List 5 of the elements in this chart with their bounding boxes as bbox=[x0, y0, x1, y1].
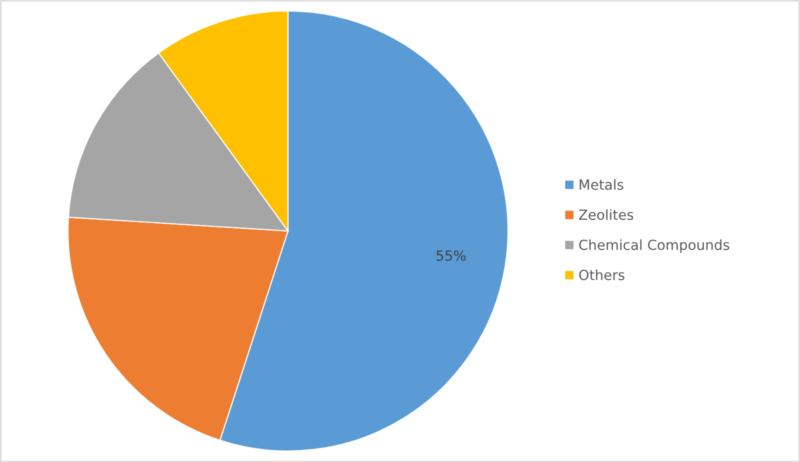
legend-label: Zeolites bbox=[579, 209, 634, 220]
data-label: 55% bbox=[436, 250, 466, 261]
legend-label: Chemical Compounds bbox=[579, 239, 730, 253]
legend-label: Metals bbox=[580, 179, 624, 190]
legend-label: Others bbox=[579, 269, 624, 280]
